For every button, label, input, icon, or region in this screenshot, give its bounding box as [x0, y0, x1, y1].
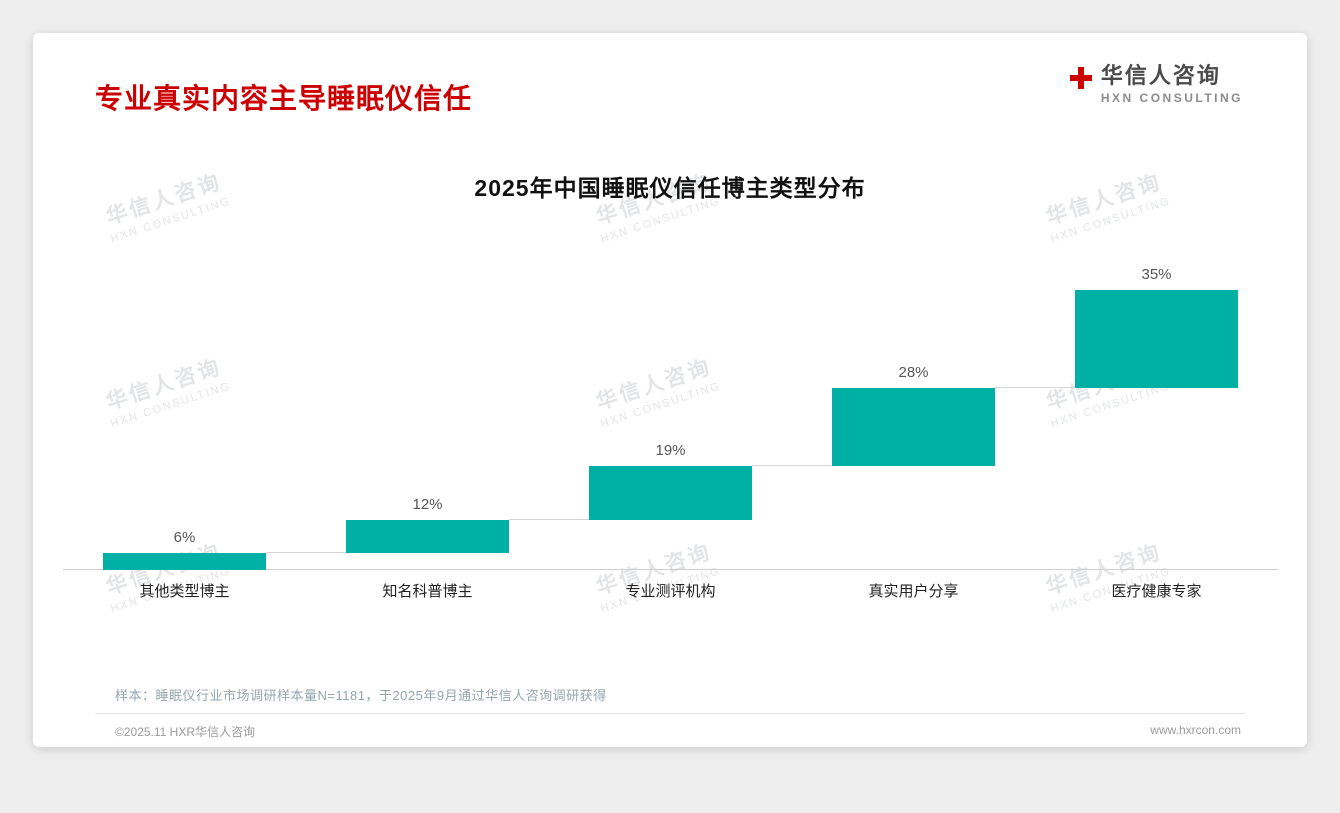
bar-segment-3: [589, 466, 752, 520]
bar-value-label: 19%: [655, 442, 686, 460]
x-axis-label: 真实用户分享: [868, 583, 959, 600]
footer-copyright: ©2025.11 HXR华信人咨询: [115, 725, 255, 739]
chart-title: 2025年中国睡眠仪信任博主类型分布: [474, 175, 866, 201]
x-axis-label: 其他类型博主: [139, 583, 230, 600]
footer-divider: [95, 713, 1245, 714]
x-axis-line: [63, 569, 1278, 570]
x-axis-label: 专业测评机构: [625, 583, 716, 600]
company-logo: 华信人咨询 HXN CONSULTING: [1069, 63, 1243, 105]
bar-segment-5: [1075, 290, 1238, 388]
bar-value-label: 12%: [412, 495, 443, 513]
x-axis-labels: 其他类型博主 知名科普博主 专业测评机构 真实用户分享 医疗健康专家: [63, 580, 1278, 601]
sample-note: 样本：睡眠仪行业市场调研样本量N=1181，于2025年9月通过华信人咨询调研获…: [115, 688, 607, 703]
step-connector: [508, 518, 590, 520]
chart-plot: 6% 12% 19% 28% 35%: [63, 240, 1278, 570]
step-connector: [994, 387, 1076, 388]
bar-value-label: 35%: [1141, 266, 1172, 283]
bar-segment-4: [832, 388, 995, 467]
x-axis-label: 医疗健康专家: [1111, 583, 1202, 600]
x-axis-label: 知名科普博主: [382, 583, 473, 600]
page-title: 专业真实内容主导睡眠仪信任: [95, 83, 473, 114]
bar-value-label: 6%: [173, 529, 196, 547]
footer-website: www.hxrcon.com: [1150, 723, 1241, 737]
bar-segment-2: [346, 519, 509, 554]
report-card: 华信人咨询 HXN CONSULTING 华信人咨询 HXN CONSULTING 华信…: [33, 33, 1307, 747]
step-connector: [265, 552, 347, 554]
bar-value-label: 28%: [898, 364, 929, 381]
step-connector: [751, 465, 833, 467]
logo-company-name: 华信人咨询: [1100, 63, 1221, 88]
red-plus-icon: [1069, 67, 1092, 89]
bar-segment-1: [103, 553, 266, 570]
logo-company-subtitle: HXN CONSULTING: [1100, 91, 1243, 105]
logo-text: 华信人咨询 HXN CONSULTING: [1101, 63, 1243, 105]
